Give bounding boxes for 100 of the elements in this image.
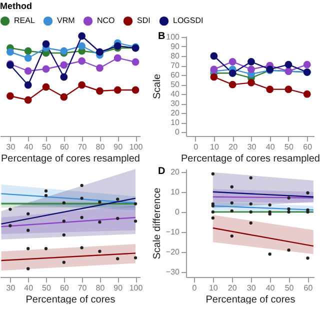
point: [134, 202, 138, 206]
y-axis-title: Scale difference: [152, 187, 163, 260]
legend-title: Method: [0, 1, 32, 11]
point: [211, 172, 215, 176]
point: [80, 216, 84, 220]
y-tick-label: 20: [170, 167, 180, 176]
point: [6, 92, 14, 100]
point: [44, 194, 48, 198]
point: [303, 90, 311, 98]
point: [8, 208, 12, 211]
y-tick-label: 40: [170, 90, 180, 99]
x-tick-label: 60: [60, 284, 70, 292]
x-tick-label: 100: [129, 142, 144, 152]
y-tick-label: −10: [166, 228, 180, 237]
point: [248, 58, 255, 66]
point: [62, 233, 66, 236]
y-tick-label: 90: [170, 42, 180, 51]
legend-label: SDI: [137, 16, 150, 26]
point: [80, 184, 84, 188]
legend-label: LOGSDI: [173, 16, 204, 26]
point: [98, 200, 102, 204]
point: [44, 247, 48, 250]
x-tick-label: 50: [42, 142, 52, 152]
point: [96, 64, 104, 72]
point: [134, 220, 138, 223]
point: [287, 196, 290, 200]
point: [284, 60, 292, 68]
point: [210, 52, 218, 60]
x-tick-label: 40: [24, 284, 34, 292]
point: [62, 220, 66, 223]
point: [80, 196, 84, 200]
x-tick-label: 100: [129, 284, 144, 292]
point: [26, 228, 30, 232]
y-tick-label: −30: [166, 268, 180, 277]
legend-label: REAL: [14, 16, 36, 26]
point: [44, 189, 48, 193]
point: [26, 267, 30, 270]
x-tick-label: 70: [78, 142, 88, 152]
point: [230, 201, 234, 205]
point: [24, 47, 32, 55]
chart-title: B: [158, 30, 166, 42]
point: [116, 198, 120, 201]
point: [78, 32, 86, 40]
x-tick-label: 60: [60, 142, 70, 152]
x-tick-label: 20: [228, 142, 238, 152]
x-tick-label: 90: [114, 142, 124, 152]
point: [249, 210, 252, 214]
point: [26, 212, 30, 216]
point: [249, 176, 252, 180]
chart-title: D: [158, 166, 166, 177]
point: [230, 185, 234, 188]
x-tick-label: 30: [247, 142, 257, 152]
y-tick-label: 80: [170, 52, 180, 60]
x-tick-label: 10: [208, 284, 218, 292]
point: [6, 48, 14, 56]
x-tick-label: 50: [42, 284, 52, 292]
point: [98, 250, 102, 253]
x-tick-label: 60: [304, 284, 314, 292]
x-tick-label: 90: [114, 284, 124, 292]
y-tick-label: 50: [170, 80, 180, 90]
point: [132, 86, 140, 94]
x-tick-label: 10: [210, 142, 220, 152]
x-axis-title: Percentage of cores resampled: [181, 154, 320, 164]
point: [80, 246, 84, 250]
x-tick-label: 80: [96, 142, 106, 152]
point: [60, 93, 68, 101]
x-tick-label: 0: [194, 142, 199, 152]
point: [78, 42, 86, 50]
point: [284, 86, 292, 94]
point: [248, 66, 255, 74]
point: [116, 257, 120, 260]
x-tick-label: 30: [6, 284, 16, 292]
point: [228, 80, 236, 88]
point: [210, 73, 218, 81]
point: [211, 210, 215, 214]
point: [96, 87, 104, 95]
point: [24, 54, 32, 62]
x-tick-label: 40: [24, 142, 34, 152]
x-tick-label: 50: [284, 284, 294, 292]
point: [8, 224, 12, 228]
point: [306, 191, 310, 194]
y-tick-label: −20: [166, 248, 180, 257]
point: [211, 204, 215, 208]
point: [306, 256, 310, 260]
point: [26, 247, 30, 250]
legend-label: NCO: [97, 16, 115, 26]
y-tick-label: 0: [175, 207, 180, 216]
point: [228, 58, 236, 66]
x-tick-label: 30: [6, 142, 16, 152]
point: [268, 252, 272, 256]
point: [78, 81, 86, 89]
y-tick-label: 10: [170, 118, 180, 128]
point: [60, 73, 68, 81]
point: [287, 210, 290, 214]
x-tick-label: 80: [96, 284, 106, 292]
point: [211, 216, 215, 220]
point: [266, 86, 274, 94]
y-tick-label: 70: [170, 61, 180, 70]
legend-label: VRM: [57, 16, 76, 26]
x-tick-label: 50: [284, 142, 294, 152]
